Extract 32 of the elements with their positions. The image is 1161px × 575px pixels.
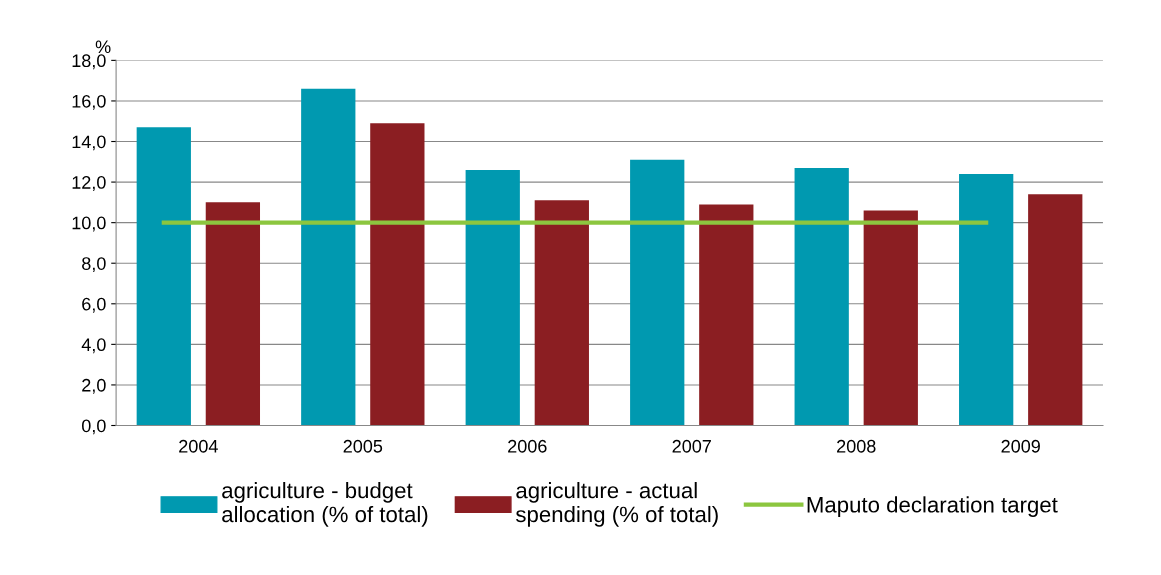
bar [630,159,685,426]
y-tick-label: 16,0 [72,94,106,110]
y-tick-label: 0,0 [81,419,106,435]
bar [1028,194,1083,426]
y-tick-label: 14,0 [72,135,106,151]
y-tick-label: 10,0 [72,216,106,232]
bar [959,173,1014,426]
y-tick-label: 4,0 [81,338,106,354]
bar [699,204,754,426]
x-tick-label: 2004 [179,439,218,453]
bar [136,127,191,426]
y-tick-label: 2,0 [82,378,106,394]
x-tick-label: 2007 [672,439,711,453]
bar [863,210,918,426]
y-tick-label: 6,0 [82,297,106,313]
y-axis-title: % [95,40,111,54]
x-tick-label: 2009 [1001,439,1040,453]
legend-label: agriculture - budget allocation (% of total) [222,482,428,527]
legend-label: Maputo declaration target [807,496,1058,517]
legend-label: agriculture - actual spending (% of total) [516,482,718,527]
y-tick-label: 18,0 [72,54,106,70]
bar [301,88,356,426]
y-tick-label: 8,0 [82,257,106,273]
x-tick-label: 2006 [508,439,547,453]
bar [534,200,589,426]
bar [465,169,520,426]
bar [370,123,425,426]
x-tick-label: 2008 [837,439,876,453]
x-tick-label: 2005 [343,439,383,453]
bar [794,167,849,426]
y-tick-label: 12,0 [72,176,106,191]
bar [205,202,261,426]
